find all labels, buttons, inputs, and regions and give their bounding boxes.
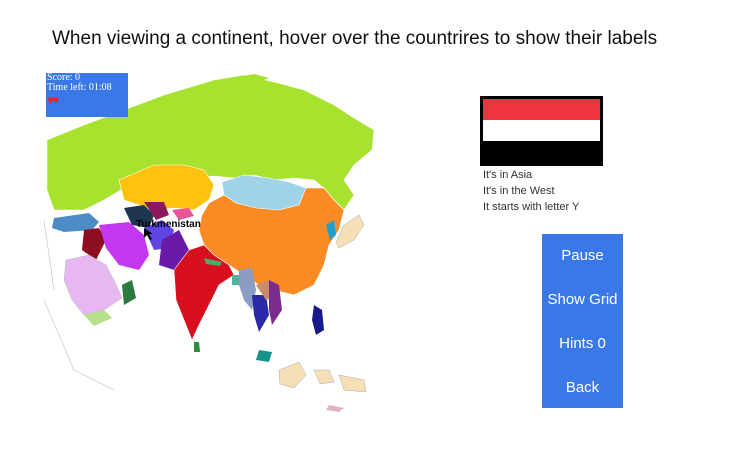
country-saudi-arabia[interactable] <box>63 254 123 316</box>
country-thailand[interactable] <box>252 295 269 332</box>
game-menu: Pause Show Grid Hints 0 Back <box>542 234 623 408</box>
country-japan[interactable] <box>335 214 365 249</box>
country-myanmar[interactable] <box>239 268 256 310</box>
time-left-text: Time left: 01:08 <box>47 82 112 93</box>
country-syria[interactable] <box>82 228 106 260</box>
instruction-text: When viewing a continent, hover over the… <box>52 28 658 49</box>
heart-icon: ♥ <box>47 93 54 107</box>
country-uzbekistan[interactable] <box>144 202 169 220</box>
country-bangladesh[interactable] <box>232 275 240 285</box>
clue-item: It starts with letter Y <box>483 201 580 213</box>
country-malaysia[interactable] <box>256 350 272 362</box>
country-kazakhstan[interactable] <box>118 164 215 211</box>
hud-panel: Score: 0 Time left: 01:08 ♥♥ <box>46 73 128 117</box>
country-indonesia-islands[interactable] <box>326 405 344 412</box>
country-kyrgyzstan[interactable] <box>172 208 194 220</box>
country-iran[interactable] <box>99 222 149 270</box>
country-nepal[interactable] <box>204 258 222 266</box>
heart-icon: ♥ <box>52 93 59 107</box>
show-grid-button[interactable]: Show Grid <box>547 291 618 308</box>
back-button[interactable]: Back <box>565 379 600 396</box>
country-india[interactable] <box>173 244 235 341</box>
clue-item: It's in Asia <box>483 169 533 181</box>
hints-button[interactable]: Hints 0 <box>559 335 606 352</box>
country-philippines[interactable] <box>312 305 324 335</box>
country-sri-lanka[interactable] <box>194 342 200 352</box>
flag-band-white <box>483 120 600 141</box>
country-turkey[interactable] <box>52 213 99 232</box>
asia-map[interactable] <box>44 70 379 415</box>
flag-band-red <box>483 99 600 120</box>
country-vietnam[interactable] <box>269 280 282 325</box>
map-coast-lines <box>44 219 115 391</box>
country-hover-label: Turkmenistan <box>136 219 201 230</box>
score-text: Score: 0 <box>47 72 81 83</box>
lives-indicator: ♥♥ <box>47 94 128 106</box>
pause-button[interactable]: Pause <box>561 247 604 264</box>
country-korea[interactable] <box>326 220 336 240</box>
mouse-cursor-icon <box>144 228 153 240</box>
country-yemen[interactable] <box>84 310 112 326</box>
country-oman[interactable] <box>122 280 136 305</box>
country-russia-north[interactable] <box>234 74 269 82</box>
country-indonesia[interactable] <box>278 361 367 393</box>
country-turkmenistan[interactable] <box>124 205 154 228</box>
clues-list: It's in Asia It's in the West It starts … <box>483 167 579 215</box>
flag-of-country <box>480 96 603 166</box>
clue-item: It's in the West <box>483 185 555 197</box>
